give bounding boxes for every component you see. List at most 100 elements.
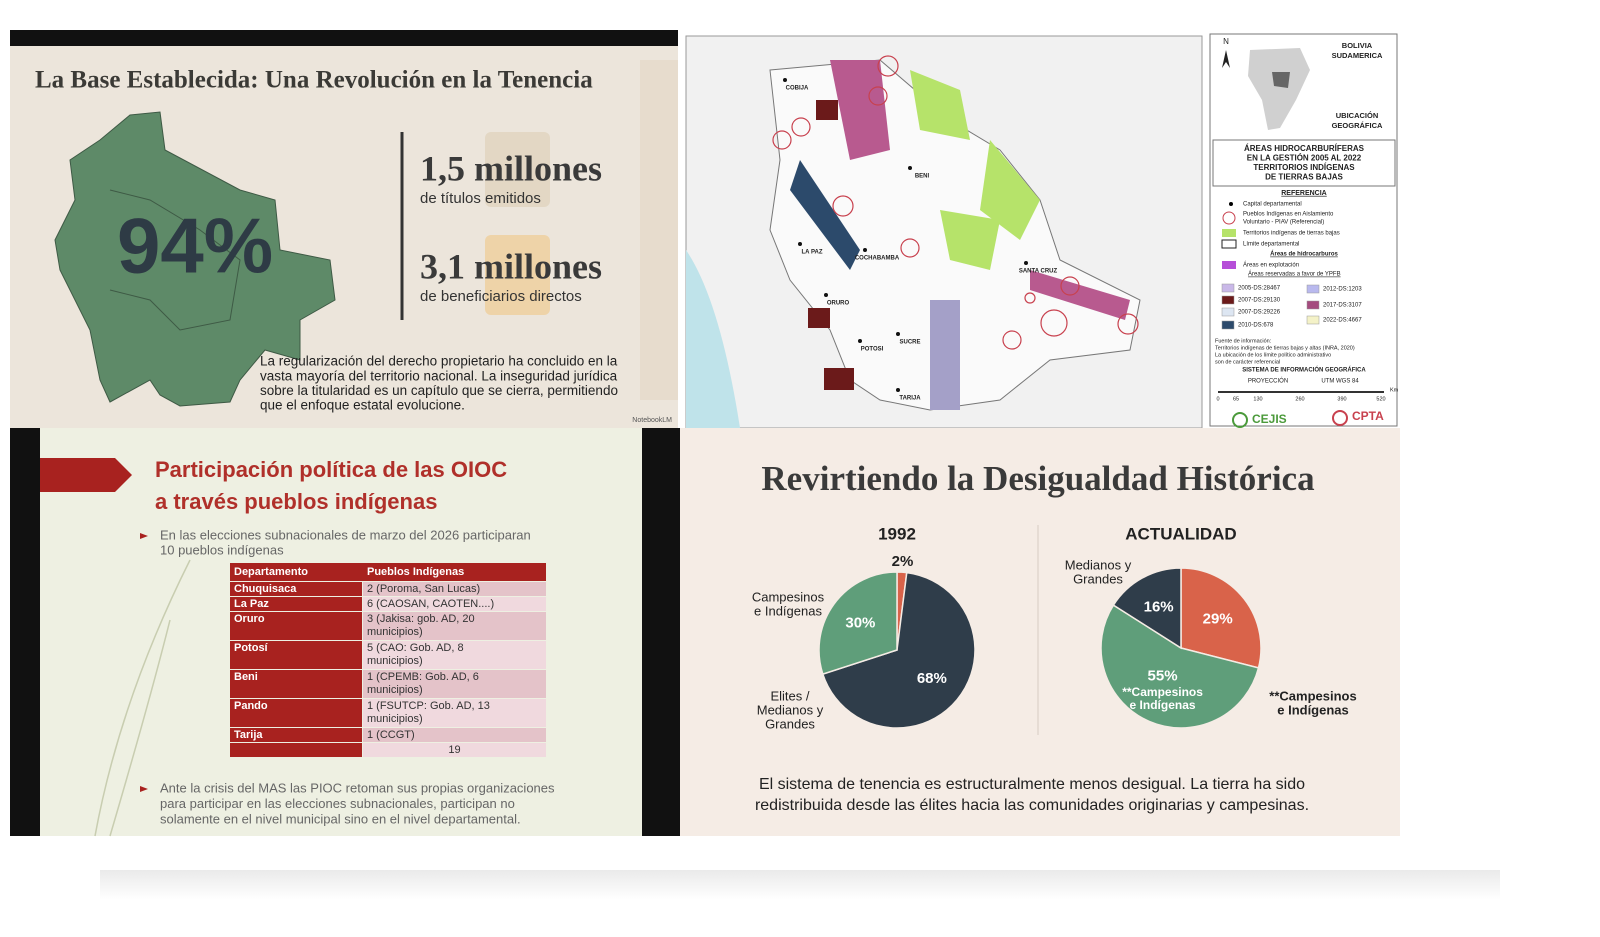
- decree-swatch: [1221, 320, 1235, 330]
- table-cell: [230, 670, 362, 698]
- area: [1030, 270, 1130, 320]
- slide-title: Participación política de las OIOC: [155, 457, 507, 482]
- map-title: DE TIERRAS BAJAS: [1265, 173, 1343, 182]
- table-cell: [363, 582, 546, 596]
- title-box: [1212, 139, 1396, 187]
- pie-inner-label: **Campesinos: [1122, 685, 1203, 699]
- big-percent: 94%: [117, 202, 273, 290]
- source-line: son de carácter referencial: [1215, 359, 1280, 365]
- projection: PROYECCIÓN: [1248, 378, 1288, 385]
- pie-value-label: 68%: [917, 670, 947, 687]
- city-label: POTOSI: [861, 347, 884, 353]
- city-label: SUCRE: [899, 340, 920, 346]
- pie-slice: [1112, 567, 1182, 650]
- decree-label: 2012-DS:1203: [1323, 287, 1362, 293]
- slide-title: La Base Establecida: Una Revolución en l…: [35, 67, 593, 94]
- city-dot: [896, 388, 900, 392]
- pie-value-label: 30%: [845, 614, 875, 631]
- table-cell-text: Oruro: [234, 613, 265, 625]
- area: [808, 308, 830, 328]
- source-line: Territorios indígenas de tierras bajas y…: [1215, 345, 1355, 351]
- footer-line: El sistema de tenencia es estructuralmen…: [759, 776, 1305, 793]
- slide-bg: [680, 428, 1400, 836]
- stat-value: 3,1 millones: [420, 246, 602, 286]
- table-cell-text: 5 (CAO: Gob. AD, 8: [367, 642, 464, 654]
- table-cell-text: municipios): [367, 626, 423, 638]
- projection: UTM WGS 84: [1321, 379, 1359, 385]
- paragraph-line: vasta mayoría del territorio nacional. L…: [260, 368, 618, 383]
- stat-caption: de beneficiarios directos: [420, 288, 582, 305]
- table-cell: [363, 641, 546, 669]
- legend-item: Voluntario - PIAV (Referencial): [1243, 220, 1324, 226]
- slide-title: Revirtiendo la Desigualdad Histórica: [761, 459, 1314, 498]
- decree-swatch: [1221, 283, 1235, 293]
- legend-swatch: [1222, 261, 1236, 269]
- table-cell-text: municipios): [367, 684, 423, 696]
- location-label: BOLIVIA: [1342, 41, 1373, 50]
- table-header-cell: Departamento: [234, 566, 308, 578]
- bullet-line: solamente en el nivel municipal sino en …: [160, 811, 521, 826]
- area: [930, 300, 960, 410]
- deco-strip: [640, 60, 678, 400]
- banner: [40, 458, 132, 492]
- decree-label: 2022-DS:4667: [1323, 318, 1362, 324]
- table-total: 19: [448, 744, 460, 756]
- table-cell-text: Chuquisaca: [234, 583, 297, 595]
- pie-category-label: **Campesinos: [1269, 688, 1356, 703]
- pie-slice: [821, 571, 976, 729]
- table-cell: [230, 641, 362, 669]
- table-cell: [230, 582, 362, 596]
- slide-desigualdad: [680, 428, 1400, 836]
- table-cell-text: Tarija: [234, 729, 263, 741]
- footer-line: redistribuida desde las élites hacia las…: [755, 797, 1309, 814]
- legend-swatch: [1222, 211, 1236, 225]
- pie-title: 1992: [878, 524, 916, 543]
- bullet-line: para participar en las elecciones subnac…: [160, 796, 515, 811]
- area: [824, 368, 854, 390]
- pie-category-label: Grandes: [765, 716, 815, 731]
- table-cell-text: municipios): [367, 713, 423, 725]
- legend-item: Territorios indígenas de tierras bajas: [1243, 231, 1340, 237]
- city-dot: [863, 248, 867, 252]
- slide-map: [680, 30, 1400, 429]
- pie-category-label: e Indígenas: [1277, 702, 1349, 717]
- icon-doc: [485, 235, 550, 315]
- table-cell-text: 1 (CPEMB: Gob. AD, 6: [367, 671, 479, 683]
- scale-label: 65: [1233, 396, 1239, 402]
- decree-swatch: [1306, 315, 1320, 325]
- scale-label: 390: [1337, 396, 1346, 402]
- top-bar: [10, 30, 678, 46]
- stat-caption: de títulos emitidos: [420, 190, 541, 207]
- city-label: ORURO: [827, 301, 850, 307]
- legend-frame: [1209, 33, 1398, 427]
- pie-slice: [1100, 604, 1260, 729]
- city-label: COBIJA: [786, 86, 809, 92]
- table-cell-text: La Paz: [234, 598, 269, 610]
- city-dot: [798, 242, 802, 246]
- table-cell: [230, 597, 362, 611]
- decree-label: 2010-DS:678: [1238, 323, 1274, 329]
- scale-label: 520: [1376, 396, 1385, 402]
- table-header: [230, 563, 546, 581]
- table-cell-text: Pando: [234, 700, 268, 712]
- map-title: ÁREAS HIDROCARBURÍFERAS: [1244, 144, 1365, 153]
- department-lines: [109, 189, 241, 331]
- paragraph-line: que el enfoque estatal evolucione.: [260, 398, 465, 413]
- logo-text: CPTA: [1352, 409, 1384, 423]
- hydro-title: Áreas de hidrocarburos: [1270, 251, 1338, 258]
- city-label: BENI: [915, 174, 930, 180]
- city-label: SANTA CRUZ: [1019, 269, 1058, 275]
- table-cell: [363, 670, 546, 698]
- city-dot: [858, 339, 862, 343]
- decree-swatch: [1306, 284, 1320, 294]
- legend-swatch: [1229, 202, 1233, 206]
- table-cell-text: 1 (CCGT): [367, 729, 415, 741]
- map-title: TERRITORIOS INDÍGENAS: [1253, 163, 1355, 172]
- bullet: [140, 786, 148, 792]
- pie-category-label: e Indígenas: [754, 603, 822, 618]
- pie-inner-label: e Indígenas: [1130, 698, 1196, 712]
- table-cell-text: Beni: [234, 671, 258, 683]
- table-cell: [363, 597, 546, 611]
- pie-category-label: Elites /: [770, 688, 809, 703]
